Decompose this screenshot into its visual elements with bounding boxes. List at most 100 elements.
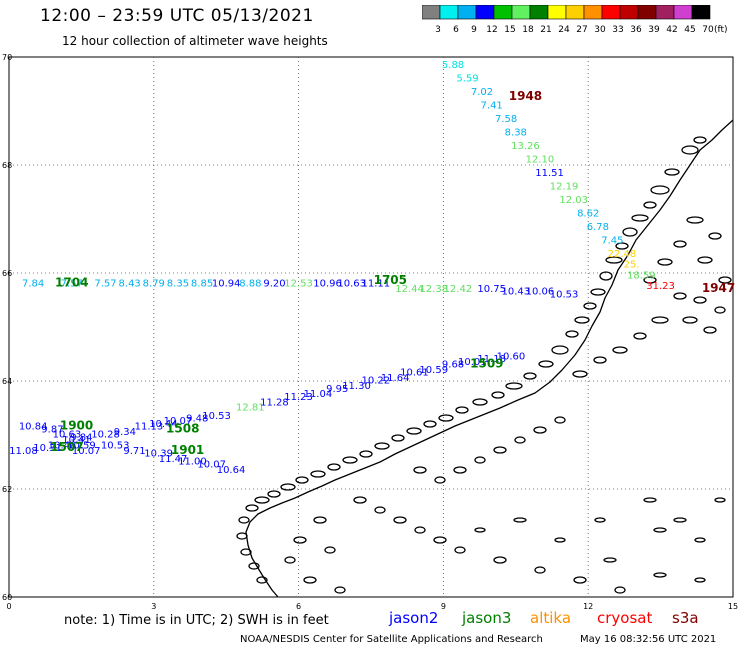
island-shape — [353, 496, 367, 504]
island-shape — [359, 450, 373, 458]
wave-height-label: 11.23 — [284, 392, 313, 403]
island-shape — [631, 214, 649, 222]
island-shape — [714, 497, 726, 503]
wave-height-label: 12.38 — [419, 284, 448, 295]
wave-height-label: 9.84 — [70, 432, 92, 443]
wave-height-label: 10.01 — [458, 357, 487, 368]
wave-height-label: 8.85 — [191, 279, 213, 290]
wave-height-label: 11.30 — [342, 381, 371, 392]
wave-height-label: 12.42 — [444, 284, 473, 295]
wave-height-label: 31.23 — [646, 281, 675, 292]
colorbar-label: 45 — [684, 25, 695, 35]
island-shape — [406, 427, 422, 435]
island-shape — [538, 360, 554, 368]
grid-lines — [9, 57, 733, 597]
wave-height-label: 11.08 — [9, 446, 38, 457]
wave-height-label: 6.78 — [587, 222, 609, 233]
x-tick-label: 9 — [441, 602, 446, 611]
y-tick-label: 62 — [2, 485, 12, 494]
island-shape — [673, 292, 687, 300]
coastline — [236, 119, 734, 598]
island-shape — [505, 382, 523, 390]
y-tick-label: 68 — [2, 161, 12, 170]
wave-height-label: 12.44 — [395, 284, 424, 295]
colorbar-label: 12 — [486, 25, 497, 35]
island-shape — [433, 536, 447, 544]
wave-height-label: 7.57 — [94, 279, 116, 290]
x-tick-label: 12 — [583, 602, 593, 611]
island-shape — [248, 562, 260, 570]
pass-time-label: 1507 — [50, 440, 83, 454]
wave-height-label: 8.35 — [167, 279, 189, 290]
island-shape — [615, 242, 629, 250]
island-shape — [267, 490, 281, 498]
wave-height-label: 11.18 — [477, 354, 506, 365]
island-shape — [643, 497, 657, 503]
colorbar-label: 27 — [576, 25, 587, 35]
island-shape — [572, 370, 588, 378]
island-shape — [686, 216, 704, 224]
island-shape — [565, 330, 579, 338]
wave-height-label: 10.59 — [419, 365, 448, 376]
island-shape — [374, 442, 390, 450]
island-shape — [673, 240, 687, 248]
island-shape — [245, 504, 259, 512]
wave-height-label: 10.96 — [313, 279, 342, 290]
island-shape — [718, 276, 732, 284]
wave-height-label: 11.04 — [304, 389, 333, 400]
island-shape — [694, 537, 706, 543]
y-tick-label: 70 — [2, 53, 12, 62]
legend-altika: altika — [530, 609, 572, 627]
island-shape — [605, 256, 623, 264]
island-shape — [295, 476, 309, 484]
island-shape — [434, 476, 446, 484]
wave-height-label: 10.22 — [362, 376, 391, 387]
wave-height-label: 8.88 — [239, 279, 261, 290]
x-tick-label: 0 — [6, 602, 11, 611]
wave-height-colorbar: 3 6 9 12 15 18 21 24 27 30 33 36 39 42 45 70 (ft) — [422, 5, 728, 35]
island-shape — [342, 456, 358, 464]
colorbar-label: 21 — [540, 25, 551, 35]
island-shape — [310, 470, 326, 478]
footer-credit: NOAA/NESDIS Center for Satellite Applica… — [240, 634, 543, 645]
pass-time-label: 1900 — [60, 419, 93, 433]
wave-height-label: 7.02 — [471, 87, 493, 98]
wave-height-label: 11.51 — [535, 168, 564, 179]
wave-height-label: 10.07 — [164, 416, 193, 427]
wave-height-label: 12.03 — [559, 195, 588, 206]
wave-height-label: 9.34 — [114, 427, 136, 438]
y-tick-label: 66 — [2, 269, 12, 278]
wave-height-label: 22.48 — [608, 249, 637, 260]
wave-height-label: 10.75 — [477, 284, 506, 295]
island-shape — [454, 546, 466, 554]
wave-height-label: 10.84 — [19, 422, 48, 433]
wave-height-label: 10.63 — [337, 279, 366, 290]
island-shape — [414, 526, 426, 534]
wave-height-label: 25. — [624, 260, 640, 271]
pass-time-label: 1948 — [509, 89, 542, 103]
wave-height-label: 10.53 — [550, 289, 579, 300]
island-shape — [714, 306, 726, 314]
island-shape — [303, 576, 317, 584]
x-tick-label: 3 — [151, 602, 156, 611]
island-shape — [651, 316, 669, 324]
island-shape — [693, 296, 707, 304]
colorbar-label: 18 — [522, 25, 534, 35]
wave-height-label: 10.07 — [72, 446, 101, 457]
wave-height-label: 5.88 — [442, 60, 464, 71]
island-shape — [374, 506, 386, 514]
wave-height-label: 13.26 — [511, 141, 540, 152]
island-shape — [472, 398, 488, 406]
island-shape — [474, 527, 486, 533]
y-tick-label: 60 — [2, 593, 12, 602]
island-shape — [590, 288, 606, 296]
wave-height-label: 10.64 — [217, 465, 246, 476]
wave-height-label: 9.20 — [263, 279, 285, 290]
island-shape — [240, 548, 252, 556]
pass-1509: 10.5312.8111.2811.2311.049.9511.3010.221… — [202, 351, 525, 421]
island-shape — [280, 483, 296, 491]
